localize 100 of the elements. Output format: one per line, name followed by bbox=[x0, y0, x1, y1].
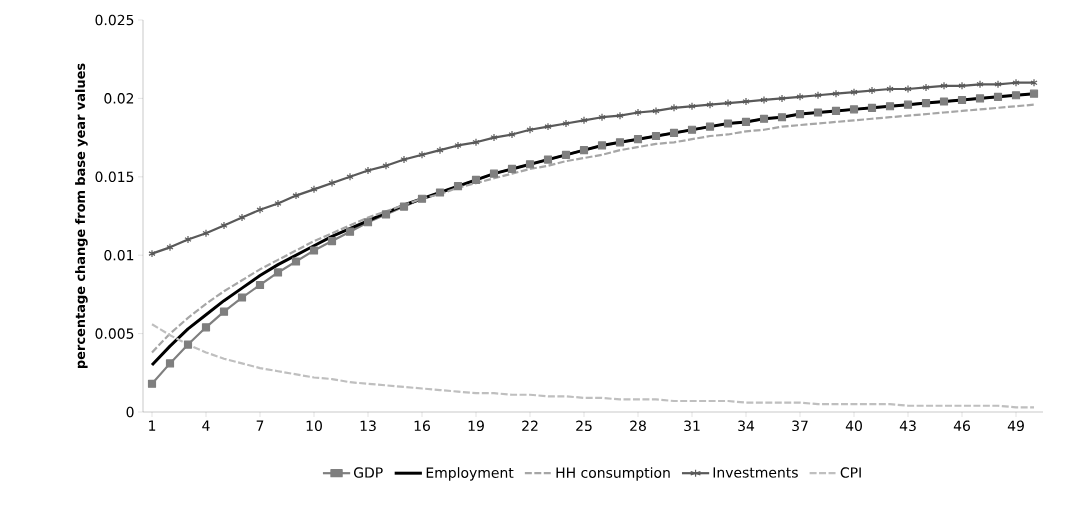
point bbox=[580, 116, 588, 125]
point bbox=[238, 213, 246, 222]
point bbox=[759, 114, 769, 123]
legend-label: GDP bbox=[354, 467, 383, 478]
x-tick-label: 16 bbox=[414, 420, 430, 432]
point bbox=[831, 106, 841, 116]
point bbox=[615, 138, 625, 147]
x-tick-label: 46 bbox=[953, 420, 971, 432]
y-tick-label: 0 bbox=[126, 406, 134, 418]
x-tick-label: 40 bbox=[845, 420, 862, 432]
point bbox=[363, 218, 373, 227]
point bbox=[345, 227, 355, 236]
y-tick-label: 0.01 bbox=[104, 249, 134, 261]
point bbox=[544, 122, 552, 131]
point bbox=[633, 135, 643, 144]
point bbox=[670, 103, 678, 112]
y-tick-label: 0.005 bbox=[95, 328, 134, 339]
point bbox=[183, 340, 193, 349]
point bbox=[634, 108, 642, 117]
point bbox=[309, 246, 319, 255]
x-tick-label: 43 bbox=[899, 420, 916, 432]
point bbox=[310, 185, 318, 194]
point bbox=[814, 91, 822, 100]
point bbox=[1011, 91, 1021, 100]
point bbox=[472, 138, 480, 147]
point bbox=[922, 83, 930, 92]
point bbox=[849, 105, 859, 114]
point bbox=[328, 178, 336, 188]
point bbox=[184, 235, 192, 244]
x-tick-label: 37 bbox=[792, 420, 808, 432]
point bbox=[741, 117, 751, 127]
y-tick-label: 0.02 bbox=[104, 93, 134, 104]
x-tick-label: 13 bbox=[360, 420, 376, 432]
point bbox=[508, 130, 516, 139]
point bbox=[724, 99, 732, 108]
x-tick-label: 31 bbox=[684, 420, 700, 432]
point bbox=[291, 257, 301, 266]
y-tick-label: 0.025 bbox=[95, 14, 134, 26]
point bbox=[417, 194, 427, 203]
point bbox=[165, 359, 175, 368]
point bbox=[453, 182, 463, 191]
legend-label: Employment bbox=[426, 467, 514, 481]
point bbox=[274, 199, 282, 208]
y-axis-title: percentage change from base year values bbox=[75, 63, 88, 369]
point bbox=[687, 125, 697, 134]
point bbox=[813, 108, 823, 117]
x-tick-label: 34 bbox=[738, 420, 755, 432]
point bbox=[795, 109, 805, 119]
point bbox=[760, 95, 768, 105]
x-tick-label: 22 bbox=[522, 420, 538, 431]
point bbox=[669, 128, 679, 137]
point bbox=[525, 160, 535, 169]
point bbox=[742, 97, 750, 106]
point bbox=[1030, 78, 1038, 87]
point bbox=[777, 113, 787, 122]
point bbox=[598, 113, 606, 122]
point bbox=[435, 188, 445, 197]
x-tick-label: 28 bbox=[630, 420, 646, 432]
point bbox=[975, 94, 985, 103]
y-tick-label: 0.015 bbox=[95, 171, 134, 183]
x-tick-label: 10 bbox=[306, 420, 322, 432]
point bbox=[256, 205, 264, 214]
point bbox=[939, 97, 949, 106]
legend-label: HH consumption bbox=[556, 467, 670, 481]
point bbox=[148, 249, 156, 258]
point bbox=[454, 141, 462, 150]
point bbox=[399, 202, 409, 211]
point bbox=[651, 131, 661, 141]
point bbox=[796, 92, 804, 101]
point bbox=[994, 80, 1002, 89]
point bbox=[616, 111, 624, 120]
point bbox=[346, 172, 354, 181]
point bbox=[219, 307, 229, 316]
legend-label: Investments bbox=[713, 467, 798, 478]
point bbox=[237, 293, 247, 302]
point bbox=[418, 150, 426, 159]
point bbox=[489, 169, 499, 178]
point bbox=[723, 119, 733, 128]
point bbox=[688, 102, 696, 111]
point bbox=[940, 81, 948, 90]
point bbox=[579, 146, 589, 155]
point bbox=[490, 133, 498, 142]
point bbox=[382, 161, 390, 170]
point bbox=[202, 229, 210, 238]
x-tick-label: 49 bbox=[1007, 420, 1024, 432]
point bbox=[705, 122, 715, 131]
point bbox=[778, 94, 786, 103]
point bbox=[958, 81, 966, 90]
legend-label: CPI bbox=[840, 467, 861, 478]
x-tick-label: 19 bbox=[468, 420, 484, 432]
point bbox=[381, 210, 391, 219]
point bbox=[166, 243, 174, 252]
point bbox=[886, 84, 894, 94]
point bbox=[976, 80, 984, 89]
point bbox=[526, 125, 534, 134]
point bbox=[507, 164, 517, 174]
point bbox=[436, 146, 444, 155]
point bbox=[562, 119, 570, 128]
point bbox=[255, 280, 265, 290]
point bbox=[832, 89, 840, 98]
